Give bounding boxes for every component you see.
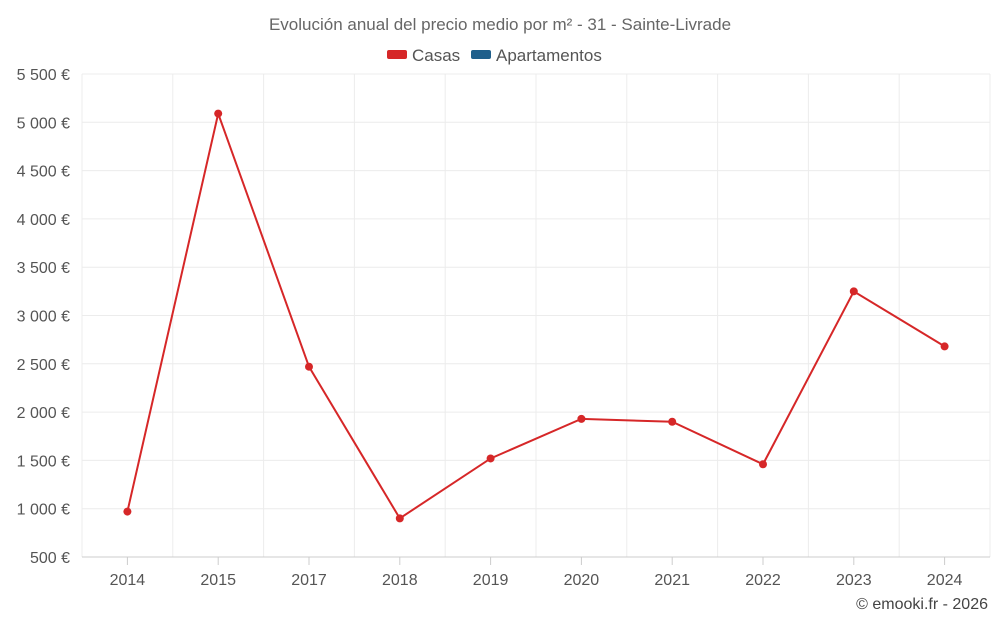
data-point[interactable] xyxy=(849,287,858,296)
y-tick-label: 4 500 € xyxy=(17,164,70,181)
legend: Casas Apartamentos xyxy=(387,46,602,65)
credit-text: © emooki.fr - 2026 xyxy=(856,596,988,613)
x-tick-label: 2021 xyxy=(654,572,690,589)
legend-swatch-casas xyxy=(387,50,407,59)
y-tick-label: 1 500 € xyxy=(17,453,70,470)
y-tick-label: 500 € xyxy=(30,550,70,567)
data-point[interactable] xyxy=(214,109,223,118)
x-tick-label: 2018 xyxy=(382,572,418,589)
legend-swatch-apartamentos xyxy=(471,50,491,59)
data-point[interactable] xyxy=(940,342,949,351)
y-tick-label: 3 000 € xyxy=(17,309,70,326)
y-tick-label: 4 000 € xyxy=(17,212,70,229)
x-tick-label: 2019 xyxy=(473,572,509,589)
chart-title: Evolución anual del precio medio por m² … xyxy=(269,15,731,34)
x-tick-label: 2022 xyxy=(745,572,781,589)
series-casas xyxy=(123,109,949,523)
data-point[interactable] xyxy=(123,507,132,516)
x-tick-label: 2023 xyxy=(836,572,872,589)
x-tick-label: 2014 xyxy=(110,572,146,589)
x-tick-label: 2015 xyxy=(200,572,236,589)
y-tick-label: 5 000 € xyxy=(17,115,70,132)
y-tick-label: 3 500 € xyxy=(17,260,70,277)
data-point[interactable] xyxy=(305,362,313,371)
data-point[interactable] xyxy=(395,514,404,523)
x-axis-ticks: 2014 2015 2017 2018 2019 2020 2021 2022 2023 2024 xyxy=(110,557,963,589)
y-tick-label: 1 000 € xyxy=(17,502,70,519)
x-tick-label: 2024 xyxy=(927,572,963,589)
legend-label-casas[interactable]: Casas xyxy=(412,46,460,65)
data-point[interactable] xyxy=(577,414,586,423)
data-point[interactable] xyxy=(668,417,677,426)
legend-label-apartamentos[interactable]: Apartamentos xyxy=(496,46,602,65)
x-tick-label: 2020 xyxy=(564,572,600,589)
series-line-casas xyxy=(126,110,946,520)
y-tick-label: 5 500 € xyxy=(17,67,70,84)
x-tick-label: 2017 xyxy=(291,572,327,589)
y-tick-label: 2 000 € xyxy=(17,405,70,422)
data-point[interactable] xyxy=(486,454,495,463)
y-axis-ticks: 500 € 1 000 € 1 500 € 2 000 € 2 500 € 3 000 €… xyxy=(17,67,70,567)
data-point[interactable] xyxy=(759,460,767,469)
y-tick-label: 2 500 € xyxy=(17,357,70,374)
